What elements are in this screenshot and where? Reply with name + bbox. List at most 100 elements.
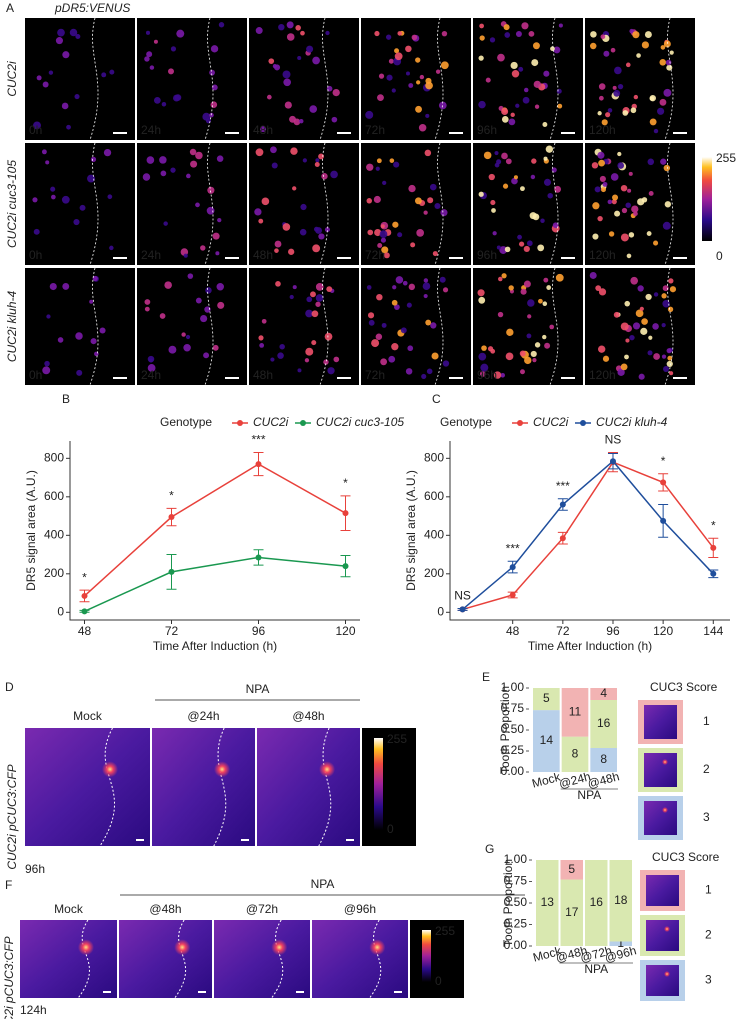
colorbar-label: 0: [435, 974, 442, 988]
nucleus: [493, 371, 502, 379]
nucleus: [304, 358, 310, 363]
bar-segment: [561, 736, 589, 772]
nucleus: [639, 306, 644, 311]
legend-title: Genotype: [440, 415, 492, 429]
nucleus: [278, 23, 285, 31]
nucleus: [519, 350, 526, 357]
time-label: 96h: [477, 248, 497, 262]
y-tick-label: 0.25: [504, 917, 528, 931]
nucleus: [661, 354, 667, 359]
point: [168, 568, 175, 575]
panel-letter: D: [5, 680, 14, 694]
nucleus: [515, 103, 520, 108]
nucleus: [366, 198, 372, 204]
value-label: 4: [600, 686, 607, 700]
micrograph: [137, 268, 247, 385]
nucleus: [423, 210, 428, 215]
nucleus: [613, 89, 621, 97]
nucleus: [109, 69, 115, 75]
nucleus: [259, 125, 267, 133]
nucleus: [44, 360, 50, 367]
micrograph: [473, 268, 583, 385]
legend-label: 2: [705, 928, 712, 942]
leaf-outline: [434, 17, 444, 141]
nucleus: [186, 173, 191, 179]
nucleus: [381, 322, 387, 328]
nucleus: [270, 357, 275, 362]
nucleus: [366, 285, 372, 290]
significance-label: ***: [251, 433, 265, 447]
nucleus: [271, 162, 278, 169]
nucleus: [480, 363, 489, 372]
nucleus: [624, 354, 629, 360]
nucleus: [614, 66, 622, 75]
x-tick-label: 72: [556, 624, 570, 638]
nucleus: [431, 352, 439, 360]
nucleus: [101, 72, 107, 78]
nucleus: [419, 74, 425, 80]
nucleus: [667, 355, 673, 361]
nucleus: [261, 197, 270, 206]
nucleus: [613, 311, 620, 318]
colorbar-label: 0: [716, 249, 723, 263]
nucleus: [408, 83, 414, 88]
group-label: NPA: [584, 962, 608, 976]
legend-label: CUC2i: [533, 415, 569, 429]
nucleus: [170, 167, 176, 173]
bar-segment: [533, 710, 560, 772]
nucleus: [492, 231, 497, 236]
nucleus: [66, 124, 71, 130]
legend-title: Genotype: [160, 415, 212, 429]
point: [81, 592, 88, 599]
nucleus: [648, 190, 654, 196]
nucleus: [282, 223, 291, 231]
nucleus: [532, 42, 540, 50]
nucleus: [592, 202, 600, 210]
nucleus: [326, 286, 333, 293]
nucleus: [393, 161, 400, 168]
nucleus: [501, 273, 507, 279]
nucleus: [51, 194, 56, 200]
leaf-outline: [434, 267, 444, 386]
series-line: [83, 463, 346, 597]
legend-thumbnail: [644, 801, 677, 835]
nucleus: [640, 327, 648, 335]
nucleus: [478, 55, 484, 61]
nucleus: [146, 156, 155, 164]
nucleus: [408, 184, 416, 193]
nucleus: [90, 338, 97, 345]
signal: [77, 939, 94, 956]
legend-thumbnail: [644, 753, 677, 787]
nucleus: [258, 218, 264, 224]
nucleus: [591, 162, 599, 169]
nucleus: [513, 175, 518, 180]
leaf-outline: [89, 267, 99, 386]
nucleus: [423, 278, 429, 283]
nucleus: [315, 301, 321, 307]
group-label: NPA: [246, 682, 270, 696]
nucleus: [620, 233, 629, 242]
nucleus: [597, 111, 602, 116]
value-label: 5: [568, 862, 575, 876]
nucleus: [543, 178, 552, 186]
legend-title: CUC3 Score: [650, 680, 718, 694]
nucleus: [545, 145, 554, 153]
nucleus: [216, 155, 224, 162]
nucleus: [629, 28, 634, 34]
nucleus: [550, 46, 555, 52]
nucleus: [45, 160, 50, 165]
nucleus: [617, 151, 622, 157]
nucleus: [636, 53, 641, 58]
nucleus: [653, 292, 659, 297]
nucleus: [377, 242, 383, 248]
bar-segment: [590, 688, 617, 700]
nucleus: [367, 312, 375, 319]
nucleus: [523, 280, 531, 288]
time-label: 120h: [589, 123, 616, 137]
nucleus: [255, 148, 264, 157]
nucleus: [527, 299, 535, 307]
nucleus: [36, 75, 42, 81]
legend-label: 3: [705, 973, 712, 987]
nucleus: [381, 246, 389, 254]
